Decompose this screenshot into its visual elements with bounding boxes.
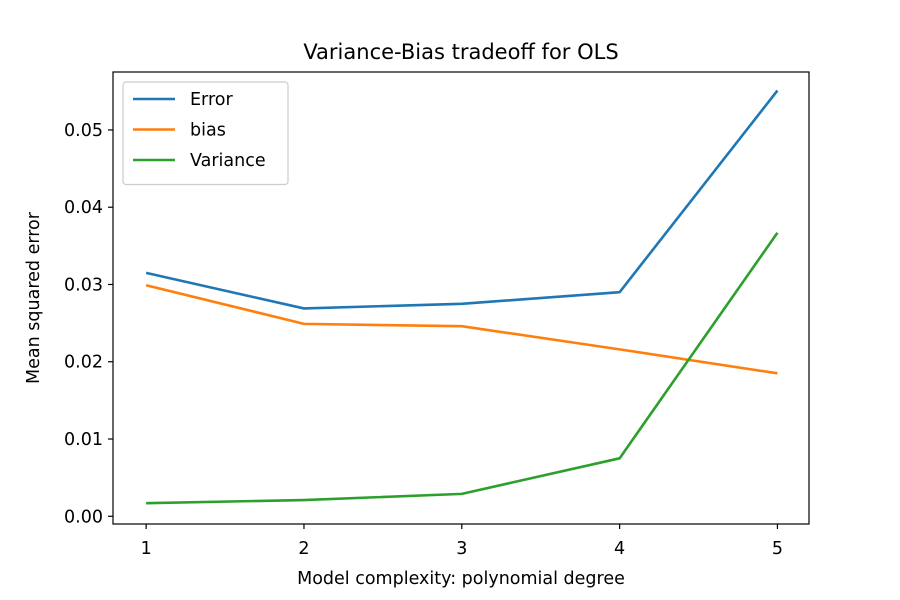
x-tick-label: 3: [456, 539, 467, 559]
y-tick-label: 0.01: [64, 430, 103, 450]
series-line-error: [145, 89, 779, 310]
y-tick-label: 0.04: [64, 198, 103, 218]
y-tick-label: 0.03: [64, 275, 103, 295]
series-line-bias: [145, 283, 778, 375]
series-line-variance: [146, 231, 779, 505]
plot-frame: [112, 71, 810, 525]
y-tick-label: 0.02: [64, 353, 103, 373]
x-tick-label: 1: [141, 539, 152, 559]
y-tick-label: 0.00: [64, 507, 103, 527]
x-axis-ticks: 1 2 3 4 5: [141, 524, 783, 559]
x-tick-label: 5: [772, 539, 783, 559]
y-tick-label: 0.05: [64, 121, 103, 141]
y-axis-ticks: 0.00 0.01 0.02 0.03 0.04 0.05: [64, 121, 113, 527]
x-tick-label: 4: [614, 539, 625, 559]
plot-lines: [145, 89, 779, 505]
legend: Error bias Variance: [122, 81, 289, 186]
legend-label-error: Error: [190, 90, 233, 110]
y-axis-label: Mean squared error: [24, 211, 44, 384]
legend-label-variance: Variance: [190, 151, 266, 171]
legend-label-bias: bias: [190, 121, 226, 141]
chart-title: Variance-Bias tradeoff for OLS: [303, 40, 618, 64]
x-axis-label: Model complexity: polynomial degree: [297, 569, 625, 589]
x-tick-label: 2: [298, 539, 309, 559]
